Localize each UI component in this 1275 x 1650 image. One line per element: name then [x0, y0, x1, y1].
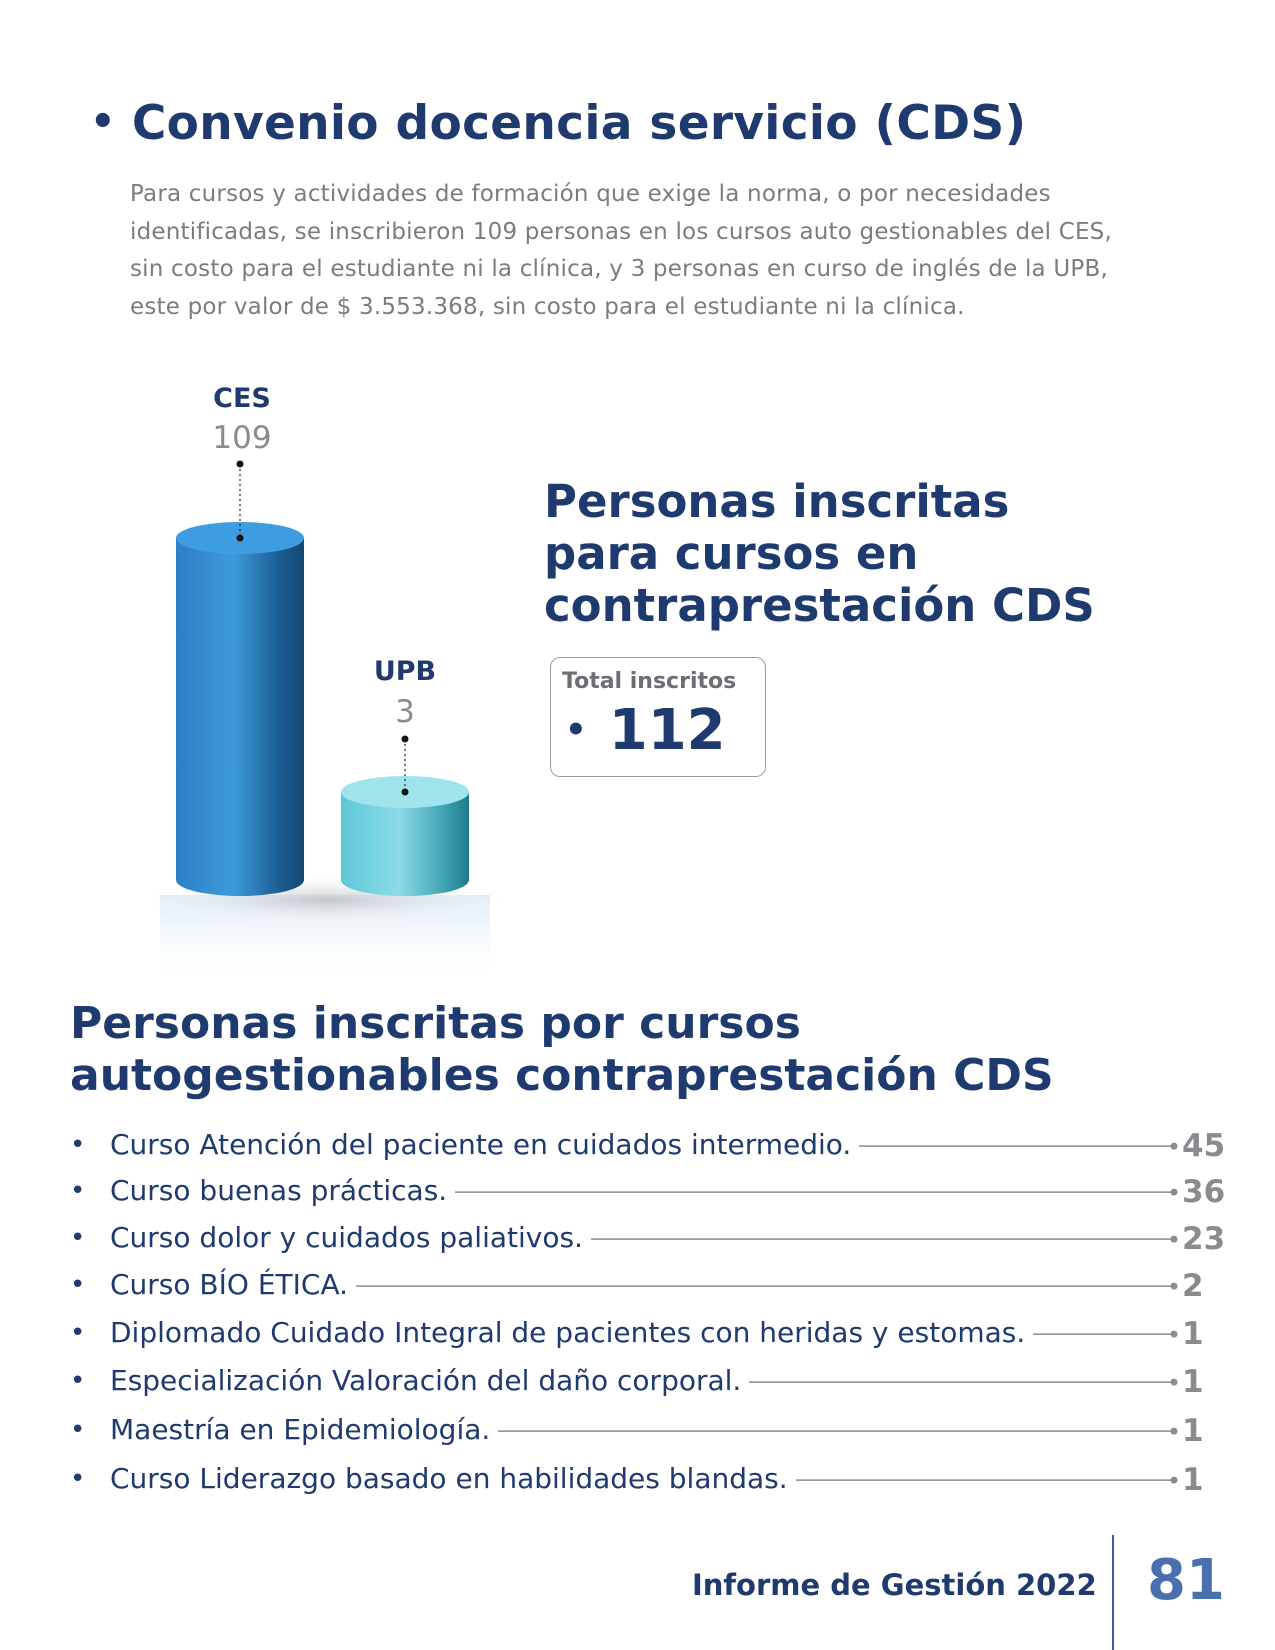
list-bullet: • [70, 1130, 86, 1160]
footer-report-title: Informe de Gestión 2022 [692, 1568, 1097, 1602]
list-item: • Especialización Valoración del daño cor… [70, 1364, 1230, 1408]
pointer-dot [236, 460, 244, 468]
bar-ces [176, 460, 304, 896]
title-bullet: • [90, 99, 116, 145]
course-count: 1 [1182, 1316, 1204, 1352]
list-bullet: • [70, 1464, 86, 1494]
section-title: • Convenio docencia servicio (CDS) [90, 96, 1026, 151]
course-name: Curso Atención del paciente en cuidados … [110, 1128, 860, 1161]
list-bullet: • [70, 1415, 86, 1445]
pointer-dot [401, 735, 409, 743]
course-name: Curso dolor y cuidados paliativos. [110, 1221, 591, 1254]
list-item: • Maestría en Epidemiología. 1 [70, 1413, 1230, 1457]
list-bullet: • [70, 1270, 86, 1300]
course-count: 1 [1182, 1364, 1204, 1400]
footer-divider [1112, 1535, 1114, 1650]
list-item: • Curso Atención del paciente en cuidados… [70, 1128, 1230, 1172]
list-bullet: • [70, 1176, 86, 1206]
pointer-dot [401, 788, 409, 796]
pointer-dot [236, 534, 244, 542]
cylinder-body [341, 792, 469, 896]
bar-label-upb: UPB [373, 656, 437, 687]
course-name: Curso Liderazgo basado en habilidades bl… [110, 1462, 796, 1495]
list-bullet: • [70, 1223, 86, 1253]
section-title-text: Convenio docencia servicio (CDS) [131, 96, 1027, 151]
course-name: Curso BÍO ÉTICA. [110, 1268, 356, 1301]
total-label: Total inscritos [562, 669, 737, 694]
courses-title: Personas inscritas por cursos autogestio… [70, 998, 1054, 1102]
bar-value-ces: 109 [212, 420, 272, 456]
list-bullet: • [70, 1318, 86, 1348]
bar-value-upb: 3 [395, 694, 415, 730]
course-count: 2 [1182, 1268, 1204, 1304]
courses-title-line: Personas inscritas por cursos [70, 998, 801, 1049]
course-name: Maestría en Epidemiología. [110, 1413, 499, 1446]
courses-title-line: autogestionables contraprestación CDS [70, 1050, 1054, 1101]
total-number: 112 [608, 698, 726, 763]
course-count: 45 [1182, 1128, 1226, 1164]
list-bullet: • [70, 1366, 86, 1396]
total-bullet: • [565, 710, 587, 750]
bar-upb [341, 735, 469, 896]
course-name: Especialización Valoración del daño corp… [110, 1364, 750, 1397]
course-count: 1 [1182, 1462, 1204, 1498]
cylinder-chart [135, 460, 515, 985]
course-name: Diplomado Cuidado Integral de pacientes … [110, 1316, 1034, 1349]
bar-label-ces: CES [213, 383, 271, 414]
intro-paragraph: Para cursos y actividades de formación q… [130, 181, 1112, 320]
list-item: • Curso BÍO ÉTICA. 2 [70, 1268, 1230, 1312]
list-item: • Curso buenas prácticas. 36 [70, 1174, 1230, 1218]
cylinder-body [176, 538, 304, 896]
bars-group [176, 460, 469, 896]
list-item: • Curso Liderazgo basado en habilidades b… [70, 1462, 1230, 1506]
list-item: • Curso dolor y cuidados paliativos. 23 [70, 1221, 1230, 1265]
course-count: 1 [1182, 1413, 1204, 1449]
course-count: 23 [1182, 1221, 1226, 1257]
list-item: • Diplomado Cuidado Integral de pacientes… [70, 1316, 1230, 1360]
chart-title-line: Personas inscritas [544, 475, 1010, 528]
course-name: Curso buenas prácticas. [110, 1174, 456, 1207]
chart-title-line: para cursos en [544, 527, 919, 580]
course-count: 36 [1182, 1174, 1226, 1210]
total-value: • 112 [565, 698, 726, 763]
chart-title: Personas inscritas para cursos en contra… [544, 476, 1095, 632]
total-box: Total inscritos • 112 [550, 657, 766, 777]
chart-title-line: contraprestación CDS [544, 579, 1095, 632]
page-number: 81 [1147, 1548, 1225, 1613]
